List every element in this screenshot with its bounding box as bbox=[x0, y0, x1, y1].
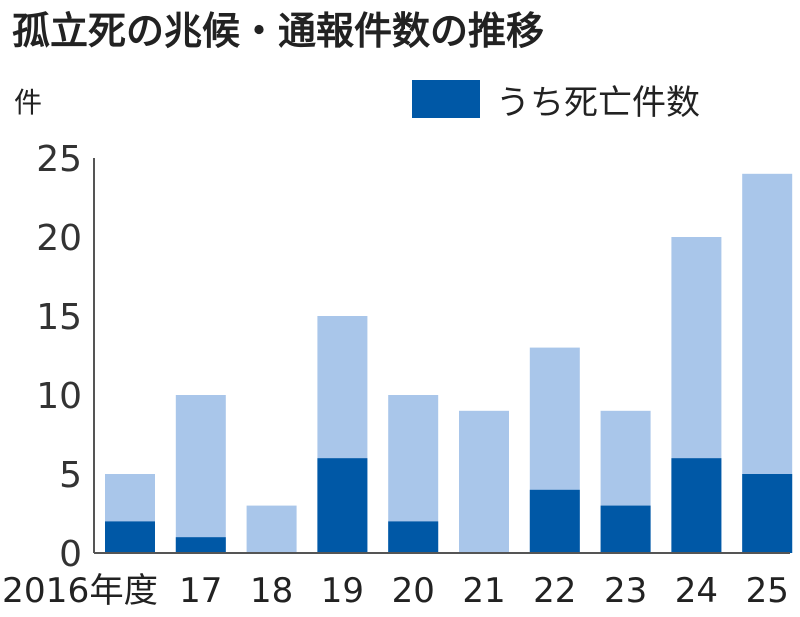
x-tick-label: 23 bbox=[604, 571, 647, 611]
bar-deaths bbox=[600, 505, 651, 553]
y-tick-label: 10 bbox=[36, 376, 82, 417]
x-axis: 2016年度 17 18 19 20 21 22 23 24 25 bbox=[2, 571, 789, 611]
x-tick-label: 20 bbox=[392, 571, 435, 611]
bar-total bbox=[246, 505, 297, 553]
x-tick-label: 19 bbox=[321, 571, 364, 611]
y-tick-label: 0 bbox=[59, 534, 82, 575]
x-tick-label: 25 bbox=[746, 571, 789, 611]
y-tick-label: 5 bbox=[59, 455, 82, 496]
y-tick-label: 15 bbox=[36, 297, 82, 338]
y-tick-label: 20 bbox=[36, 218, 82, 259]
y-axis-unit: 件 bbox=[14, 86, 42, 119]
x-tick-label: 17 bbox=[179, 571, 222, 611]
x-tick-label: 18 bbox=[250, 571, 293, 611]
legend-label: うち死亡件数 bbox=[496, 83, 700, 123]
bar-deaths bbox=[175, 537, 226, 553]
y-axis: 0 5 10 15 20 25 bbox=[36, 139, 82, 575]
bar-deaths bbox=[671, 458, 722, 553]
legend-swatch bbox=[412, 80, 480, 118]
legend: うち死亡件数 bbox=[412, 80, 700, 123]
x-tick-label: 21 bbox=[462, 571, 505, 611]
bar-total bbox=[459, 410, 509, 553]
bar-deaths bbox=[388, 521, 439, 553]
bar-total bbox=[175, 395, 226, 553]
x-tick-label: 24 bbox=[675, 571, 718, 611]
chart-title: 孤立死の兆候・通報件数の推移 bbox=[12, 9, 544, 53]
bar-deaths bbox=[105, 521, 155, 553]
x-tick-label: 2016年度 bbox=[2, 571, 158, 611]
bar-deaths bbox=[742, 474, 793, 553]
y-tick-label: 25 bbox=[36, 139, 82, 180]
bar-deaths bbox=[317, 458, 368, 553]
x-tick-label: 22 bbox=[533, 571, 576, 611]
bar-deaths bbox=[529, 489, 580, 553]
bars bbox=[105, 173, 793, 554]
